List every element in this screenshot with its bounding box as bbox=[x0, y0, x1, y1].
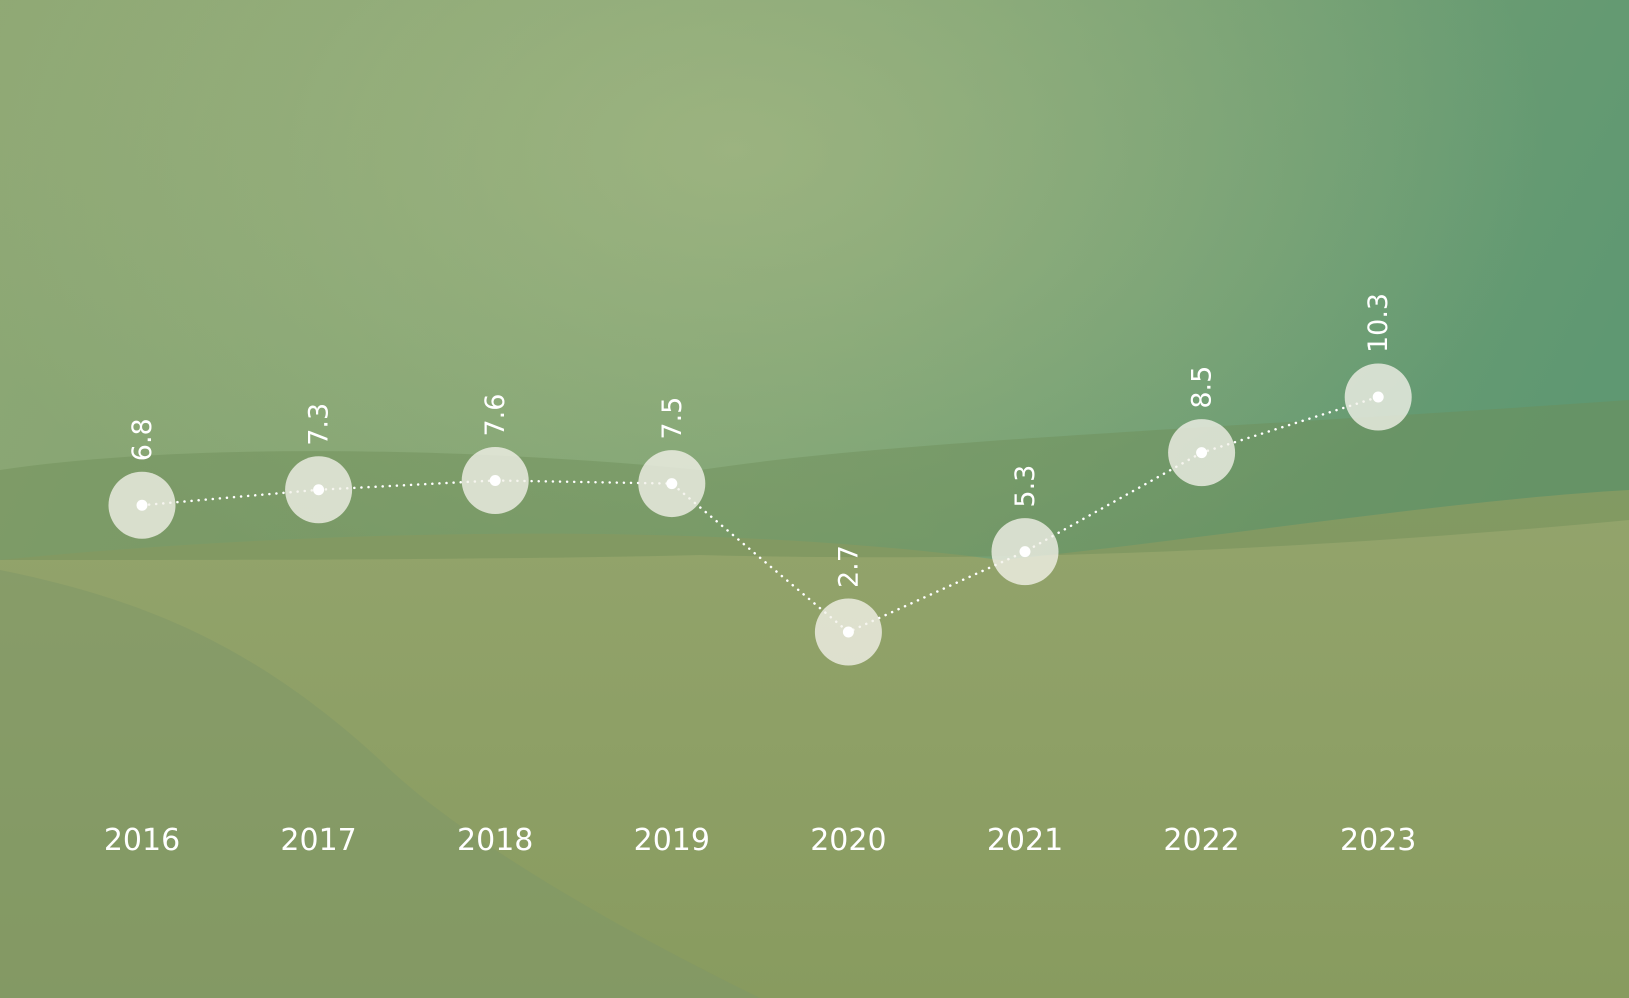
marker-dot bbox=[666, 478, 678, 490]
x-tick-label: 2017 bbox=[280, 823, 356, 858]
value-label: 2.7 bbox=[833, 545, 864, 588]
value-label: 7.6 bbox=[480, 394, 511, 437]
value-label: 10.3 bbox=[1363, 293, 1394, 353]
value-label: 7.3 bbox=[304, 403, 335, 446]
value-label: 6.8 bbox=[127, 418, 158, 461]
marker-dot bbox=[313, 484, 325, 496]
value-label: 7.5 bbox=[657, 397, 688, 440]
marker-dot bbox=[1372, 391, 1384, 403]
x-tick-label: 2020 bbox=[810, 823, 886, 858]
x-tick-label: 2021 bbox=[987, 823, 1063, 858]
marker-dot bbox=[136, 499, 148, 511]
marker-dot bbox=[1019, 546, 1031, 558]
value-label: 5.3 bbox=[1010, 465, 1041, 508]
x-tick-label: 2023 bbox=[1340, 823, 1416, 858]
plot: 6.8 2016 7.3 2017 7.6 2018 7.5 2019 2.7 2020 5.3 20… bbox=[104, 293, 1417, 858]
marker-dot bbox=[842, 626, 854, 638]
value-label: 8.5 bbox=[1187, 366, 1218, 409]
x-tick-label: 2022 bbox=[1163, 823, 1239, 858]
x-tick-label: 2018 bbox=[457, 823, 533, 858]
marker-dot bbox=[1196, 447, 1208, 459]
marker-dot bbox=[489, 474, 501, 486]
water bbox=[0, 570, 760, 998]
x-tick-label: 2019 bbox=[634, 823, 710, 858]
x-tick-label: 2016 bbox=[104, 823, 180, 858]
